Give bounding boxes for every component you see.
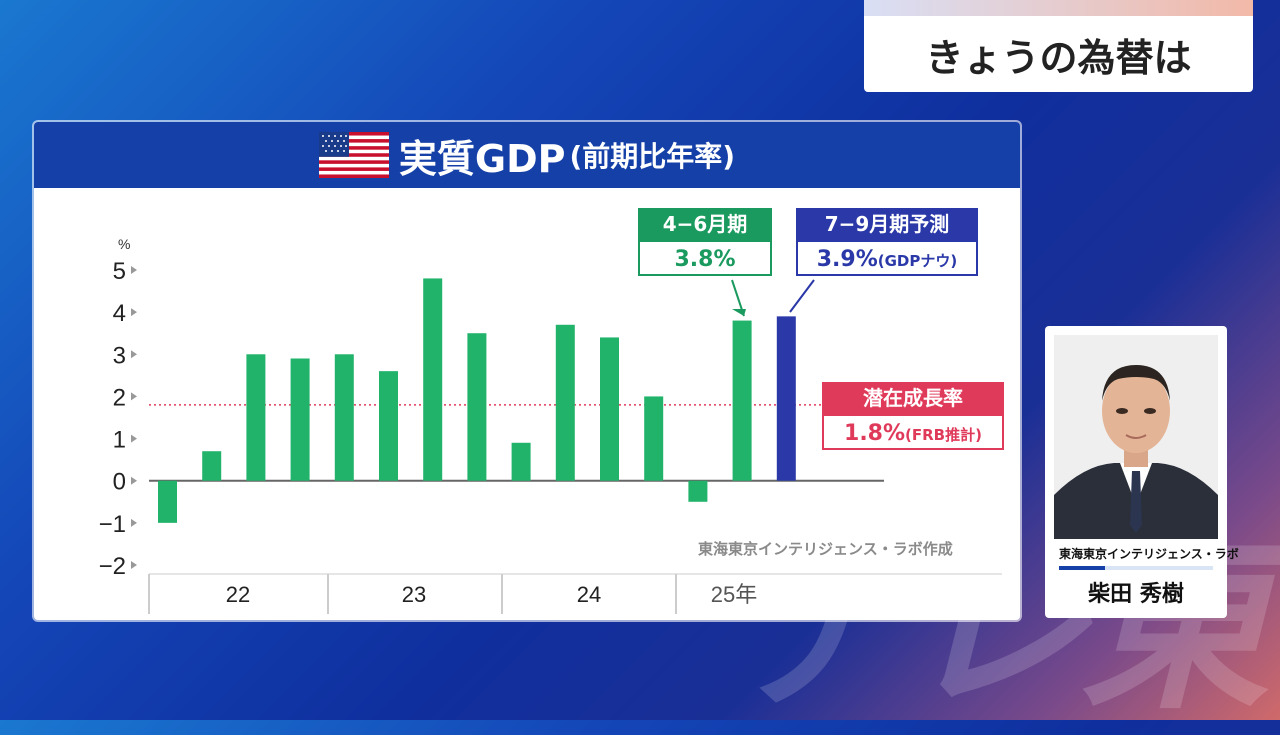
speaker-card: 東海東京インテリジェンス・ラボ 柴田 秀樹 [1045,326,1239,618]
callout-q2-pointer-line [731,279,745,317]
y-tick-marker [131,266,137,274]
y-tick-marker [131,561,137,569]
callout-q3-value-text: 3.9% [816,247,878,272]
callout-potential-value-text: 1.8% [844,421,906,446]
x-year-label: 23 [402,582,426,607]
panel-header: 実質GDP (前期比年率) [34,122,1020,188]
callout-q2-value: 3.8% [638,240,772,276]
y-tick-label: −1 [99,511,126,538]
y-tick-marker [131,476,137,485]
gdp-chart-panel: % 5 4 3 2 1 0 −1 −2 22 23 24 25年 実質GDP (前期比年率) [34,122,1020,620]
callout-potential-note: (FRB推計) [905,426,982,444]
gdp-bar [555,324,575,481]
y-tick-label: 1 [113,427,126,454]
x-year-label: 24 [577,582,601,607]
speaker-photo [1054,335,1218,539]
y-tick-marker [131,308,137,317]
us-flag-icon [318,132,389,178]
gdp-bar [246,354,266,481]
gdp-bar-chart: % 5 4 3 2 1 0 −1 −2 22 23 24 25年 [99,236,1002,614]
callout-potential-value: 1.8%(FRB推計) [822,414,1004,450]
y-tick-marker [131,350,137,359]
gdp-bar [334,354,354,481]
gdp-bar [600,337,619,481]
gdp-bar [732,320,752,481]
callout-q3-head: 7−9月期予測 [796,208,978,240]
y-tick-marker [131,392,137,401]
gdp-bar [423,278,443,481]
y-tick-label: 0 [113,469,126,496]
y-tick-label: −2 [99,553,126,580]
callout-potential-head: 潜在成長率 [822,382,1004,414]
forecast-bar [776,316,796,481]
x-year-label: 25年 [711,582,757,607]
y-tick-marker [131,518,137,527]
y-tick-marker [131,434,137,443]
caption-strip [864,0,1253,16]
affiliation-underline [1059,566,1213,570]
speaker-affiliation: 東海東京インテリジェンス・ラボ [1059,547,1239,561]
gdp-bar [158,480,177,523]
chart-subtitle: (前期比年率) [569,140,736,173]
y-axis-unit-label: % [118,236,130,252]
gdp-bar [644,396,664,481]
callout-q3-pointer-line [789,279,815,313]
callout-q2-head: 4−6月期 [638,208,772,240]
speaker-name: 柴田 秀樹 [1088,582,1184,607]
gdp-bar [511,442,531,481]
y-tick-label: 4 [113,300,126,327]
y-tick-label: 3 [113,342,126,369]
y-tick-label: 2 [113,384,126,411]
callout-q3-value: 3.9%(GDPナウ) [796,240,978,276]
callout-q3-note: (GDPナウ) [877,252,958,270]
source-credit: 東海東京インテリジェンス・ラボ作成 [698,540,953,558]
chart-title: 実質GDP [398,136,566,181]
y-tick-label: 5 [113,258,126,285]
segment-caption-text: きょうの為替は [925,35,1192,80]
speaker-portrait [1054,335,1218,539]
gdp-bar [467,333,487,481]
gdp-bar [290,358,310,481]
segment-caption: きょうの為替は [864,16,1253,92]
gdp-bar [379,371,398,481]
gdp-bar [202,451,222,481]
x-year-label: 22 [226,582,250,607]
gdp-bar [688,480,708,502]
callout-q2-value-text: 3.8% [674,247,736,272]
